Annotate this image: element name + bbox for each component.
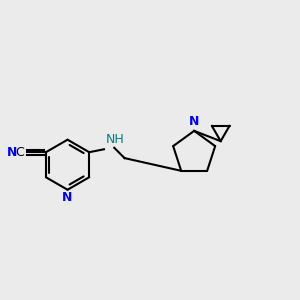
Text: NH: NH bbox=[105, 133, 124, 146]
Text: N: N bbox=[189, 115, 200, 128]
Text: N: N bbox=[62, 191, 73, 204]
Text: N: N bbox=[7, 146, 17, 159]
Text: C: C bbox=[15, 146, 24, 159]
